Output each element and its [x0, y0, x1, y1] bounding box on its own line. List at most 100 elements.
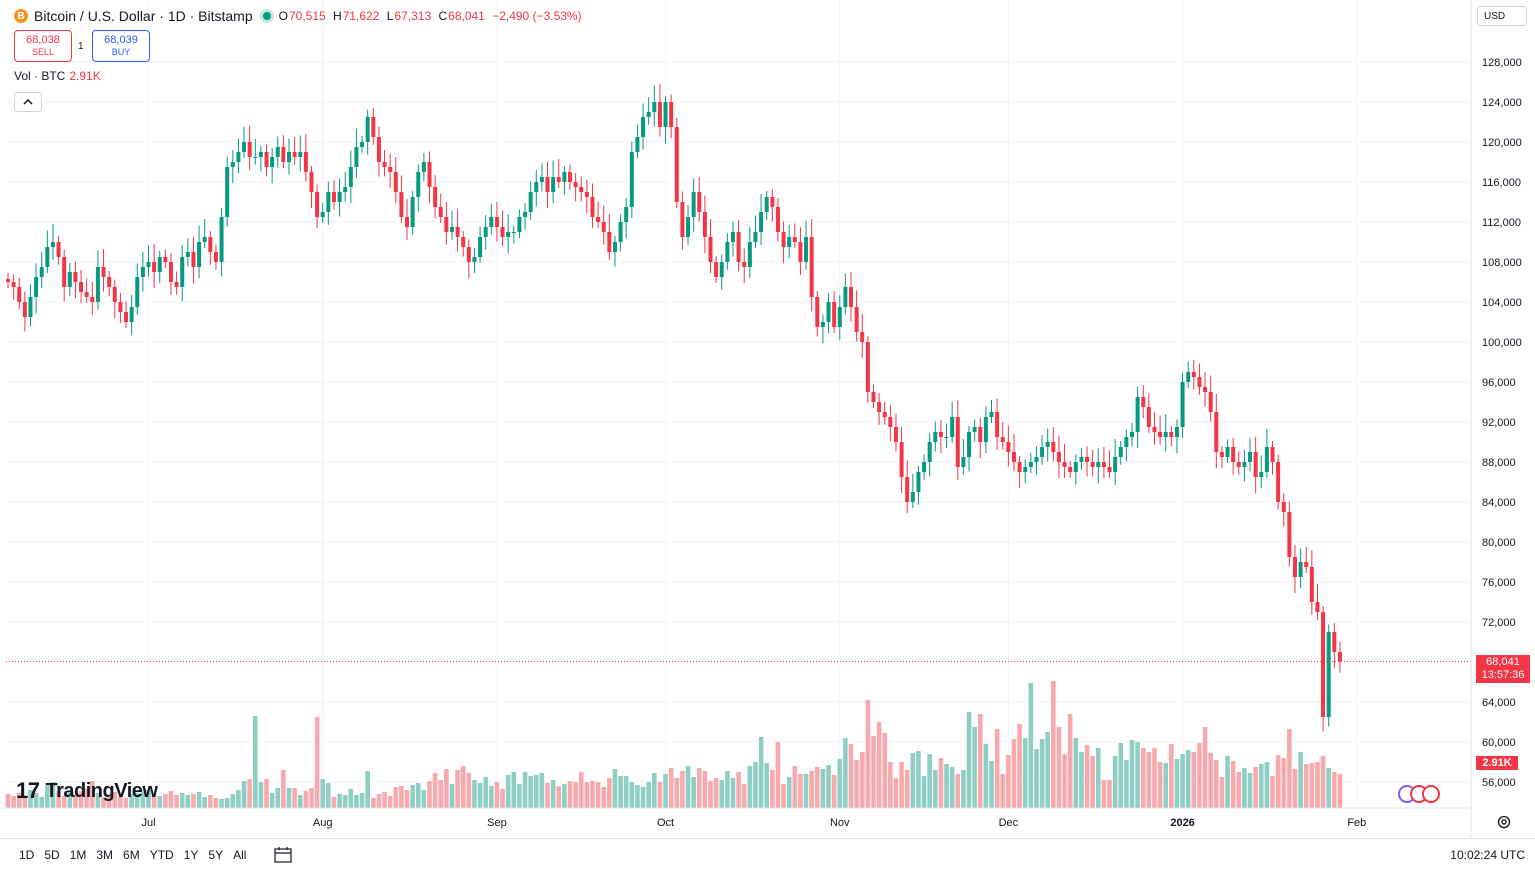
timeframe-1m[interactable]: 1M — [69, 847, 87, 862]
volume-bar — [1191, 752, 1197, 808]
candle-body — [523, 212, 528, 217]
symbol-legend[interactable]: B Bitcoin / U.S. Dollar · 1D · Bitstamp … — [14, 6, 586, 26]
candle-body — [916, 472, 921, 492]
collapse-legend-button[interactable] — [14, 92, 42, 112]
low-label: L — [386, 9, 394, 23]
volume-bar — [404, 790, 410, 808]
candle-body — [972, 427, 977, 432]
candle-body — [253, 157, 258, 158]
volume-bar — [1275, 755, 1281, 808]
volume-bar — [1118, 743, 1124, 808]
candle-body — [67, 272, 72, 287]
volume-bar — [376, 794, 382, 808]
candle-body — [635, 137, 640, 152]
volume-bar — [753, 762, 758, 808]
candle-body — [1017, 462, 1022, 472]
timeframe-3m[interactable]: 3M — [96, 847, 114, 862]
candle-body — [736, 232, 741, 262]
candle-body — [427, 162, 432, 187]
candle-body — [534, 182, 539, 192]
volume-bar — [944, 764, 949, 808]
candle-body — [1276, 462, 1281, 502]
us-flag-icon[interactable] — [1422, 785, 1440, 803]
volume-bar — [359, 793, 365, 808]
candle-body — [787, 237, 792, 247]
candle-body — [1214, 412, 1219, 452]
calendar-range-icon[interactable] — [273, 846, 293, 864]
candle-body — [101, 267, 106, 277]
volume-bar — [387, 796, 393, 808]
gear-icon[interactable] — [1496, 814, 1512, 830]
candle-body — [489, 217, 494, 227]
volume-bar — [882, 733, 888, 808]
currency-selector[interactable]: USD — [1477, 6, 1527, 26]
candle-body — [629, 152, 634, 207]
candle-body — [1174, 427, 1179, 437]
timeframe-5y[interactable]: 5Y — [208, 847, 224, 862]
volume-bar — [764, 763, 769, 808]
chart-grid — [6, 0, 1471, 808]
volume-bar — [1034, 749, 1039, 808]
volume-bar — [331, 797, 337, 808]
candle-body — [22, 302, 27, 317]
volume-bar — [949, 767, 955, 808]
volume-bar — [899, 762, 904, 808]
candle-body — [686, 217, 691, 237]
price-tick-label: 104,000 — [1482, 297, 1522, 309]
volume-bar — [629, 782, 635, 808]
volume-bar — [1000, 774, 1006, 808]
candle-body — [343, 187, 348, 192]
volume-bar — [966, 712, 972, 808]
current-price-badge: 68,041 13:57:36 — [1476, 655, 1530, 683]
candle-body — [1096, 462, 1101, 467]
volume-bar — [140, 792, 146, 808]
sell-button[interactable]: 68,038 SELL — [14, 30, 72, 62]
timeframe-6m[interactable]: 6M — [123, 847, 140, 862]
timeframe-1d[interactable]: 1D — [19, 847, 35, 862]
candle-body — [770, 197, 775, 207]
timeframe-1y[interactable]: 1Y — [183, 847, 199, 862]
candle-body — [669, 102, 674, 127]
volume-bar — [1152, 748, 1157, 808]
candle-body — [197, 242, 202, 267]
candle-body — [1337, 652, 1342, 662]
timeframe-5d[interactable]: 5D — [44, 847, 60, 862]
volume-bar — [168, 791, 174, 808]
candle-body — [843, 287, 848, 307]
candle-body — [1152, 427, 1157, 432]
volume-bar — [269, 793, 275, 808]
utc-clock[interactable]: 10:02:24 UTC — [1450, 847, 1525, 862]
volume-bar — [39, 797, 45, 808]
candle-body — [905, 477, 910, 502]
volume-legend[interactable]: Vol · BTC 2.91K — [14, 69, 101, 83]
candle-body — [1006, 442, 1011, 452]
candle-body — [989, 412, 994, 417]
candle-body — [612, 242, 617, 252]
volume-label: Vol · BTC — [14, 69, 66, 83]
volume-bar — [533, 775, 539, 808]
candle-body — [107, 277, 112, 287]
timeframe-all[interactable]: All — [233, 847, 247, 862]
volume-bar — [45, 786, 50, 808]
timeframe-ytd[interactable]: YTD — [149, 847, 174, 862]
volume-bar — [528, 776, 533, 808]
volume-bar — [1129, 740, 1135, 808]
change-value: −2,490 (−3.53%) — [492, 9, 582, 23]
volume-bar — [11, 796, 16, 808]
event-markers[interactable] — [1398, 785, 1440, 803]
volume-bar — [584, 782, 590, 808]
volume-bar — [635, 785, 640, 808]
candle-body — [1130, 432, 1134, 437]
price-tick-label: 128,000 — [1482, 57, 1522, 69]
candle-body — [1062, 462, 1067, 467]
volume-bar — [1298, 752, 1303, 808]
candle-body — [747, 242, 752, 267]
buy-button[interactable]: 68,039 BUY — [92, 30, 150, 62]
tradingview-logo[interactable]: 17 TradingView — [16, 778, 158, 804]
candle-body — [1203, 387, 1208, 392]
symbol-title[interactable]: Bitcoin / U.S. Dollar · 1D · Bitstamp — [34, 8, 253, 24]
candle-body — [168, 262, 173, 282]
time-tick-label: Oct — [657, 817, 674, 829]
candle-body — [247, 142, 252, 157]
